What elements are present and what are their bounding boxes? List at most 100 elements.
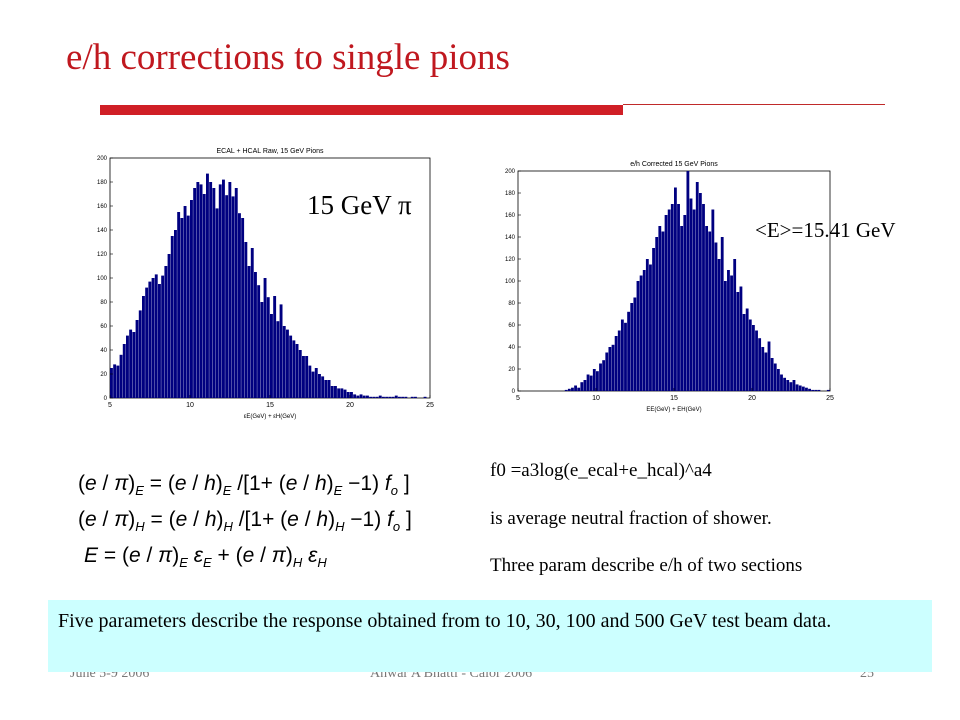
histogram-bar: [401, 396, 405, 398]
histogram-bar: [394, 395, 398, 398]
histogram-bar: [282, 326, 286, 398]
histogram-bar: [161, 275, 165, 398]
histogram-bar: [346, 392, 350, 398]
mean-energy-label: <E>=15.41 GeV: [755, 218, 896, 242]
histogram-bar: [398, 396, 401, 398]
pion-energy-label: 15 GeV π: [307, 190, 412, 220]
histogram-bar: [580, 382, 584, 391]
histogram-bar: [720, 237, 724, 391]
histogram-bar: [780, 374, 783, 391]
note-parameters: Three param describe e/h of two sections: [490, 555, 803, 576]
histogram-bar: [158, 284, 161, 398]
histogram-bar: [811, 389, 815, 391]
histogram-bar: [330, 386, 334, 398]
histogram-bar: [138, 310, 142, 398]
histogram-bar: [350, 392, 353, 398]
histogram-bar: [801, 386, 805, 391]
histogram-bar: [792, 380, 796, 391]
raw-energy-histogram: ECAL + HCAL Raw, 15 GeV Pions 0 20 40 60 80 10…: [97, 148, 434, 420]
histogram-bar: [199, 184, 203, 398]
histogram-bar: [733, 259, 737, 391]
histogram-bar: [244, 242, 248, 398]
histogram-bar: [736, 292, 740, 391]
x-tick-label: 20: [346, 402, 354, 409]
histogram-bar: [289, 335, 293, 398]
y-tick-label: 60: [100, 324, 107, 330]
histogram-bar: [670, 204, 674, 391]
histogram-bar: [305, 356, 309, 398]
histogram-bar: [151, 278, 155, 398]
histogram-bar: [241, 218, 245, 398]
histogram-bar: [218, 184, 222, 398]
x-axis-label: EE(GeV) + EH(GeV): [646, 407, 701, 413]
chart-title: e/h Corrected 15 GeV Pions: [630, 161, 718, 168]
y-tick-label: 160: [505, 213, 516, 219]
histogram-bar: [273, 296, 277, 398]
histogram-bar: [602, 360, 606, 391]
histogram-bar: [298, 350, 302, 398]
histogram-bar: [190, 200, 193, 398]
histogram-bar: [340, 388, 344, 398]
histogram-bar: [727, 270, 730, 391]
histogram-bar: [764, 352, 768, 391]
histogram-bar: [630, 303, 634, 391]
histogram-bar: [674, 187, 677, 391]
histogram-bar: [723, 281, 727, 391]
note-neutral-fraction-meaning: is average neutral fraction of shower.: [490, 508, 772, 529]
y-tick-label: 60: [508, 323, 515, 329]
histogram-bar: [209, 182, 213, 398]
x-tick-label: 15: [670, 395, 678, 402]
histogram-bar: [212, 188, 216, 398]
y-tick-label: 0: [512, 389, 516, 395]
histogram-bar: [170, 236, 174, 398]
eh-correction-equations: (e / π)E = (e / h)E /[1+ (e / h)E −1) fo…: [78, 472, 412, 570]
histogram-bar: [624, 322, 627, 391]
x-tick-label: 15: [266, 402, 274, 409]
histogram-bar: [664, 215, 668, 391]
equation-had-fraction: (e / π)H = (e / h)H /[1+ (e / h)H −1) fo…: [78, 508, 412, 534]
histogram-bar: [270, 314, 273, 398]
slide-title: e/h corrections to single pions: [66, 37, 510, 78]
y-tick-label: 0: [104, 396, 108, 402]
histogram-bar: [571, 387, 574, 391]
histogram-bar: [599, 363, 602, 391]
histogram-bar: [382, 396, 385, 398]
y-tick-label: 180: [97, 180, 108, 186]
histogram-bar: [385, 396, 389, 398]
histogram-bar: [250, 248, 254, 398]
title-underline-thick: [100, 105, 623, 115]
histogram-bar: [228, 182, 232, 398]
y-tick-label: 120: [505, 257, 516, 263]
histogram-bar: [404, 396, 408, 398]
histogram-bar: [814, 389, 818, 391]
y-tick-label: 160: [97, 204, 108, 210]
histogram-bar: [202, 194, 206, 398]
x-tick-label: 10: [186, 402, 194, 409]
histogram-bar: [177, 212, 181, 398]
histogram-bar: [742, 314, 746, 391]
histogram-bar: [410, 396, 414, 398]
histogram-bar: [748, 319, 752, 391]
histogram-bar: [122, 344, 126, 398]
histogram-bar: [119, 354, 123, 398]
histogram-bar: [359, 394, 363, 398]
histogram-bar: [683, 215, 687, 391]
histogram-bar: [677, 204, 680, 391]
histogram-bar: [231, 196, 235, 398]
histogram-bar: [770, 358, 774, 391]
histogram-bar: [789, 382, 793, 391]
histogram-bar: [372, 396, 376, 398]
histogram-bar: [302, 356, 305, 398]
histogram-bar: [321, 376, 325, 398]
histogram-bar: [564, 389, 568, 391]
histogram-bar: [318, 374, 321, 398]
histogram-bar: [605, 352, 609, 391]
histogram-bar: [805, 387, 808, 391]
histogram-bar: [808, 388, 811, 391]
histogram-bar: [755, 330, 758, 391]
histogram-bar: [286, 329, 289, 398]
x-tick-label: 10: [592, 395, 600, 402]
histogram-bar: [414, 396, 417, 398]
histogram-bar: [145, 287, 149, 398]
histogram-bar: [689, 198, 693, 391]
